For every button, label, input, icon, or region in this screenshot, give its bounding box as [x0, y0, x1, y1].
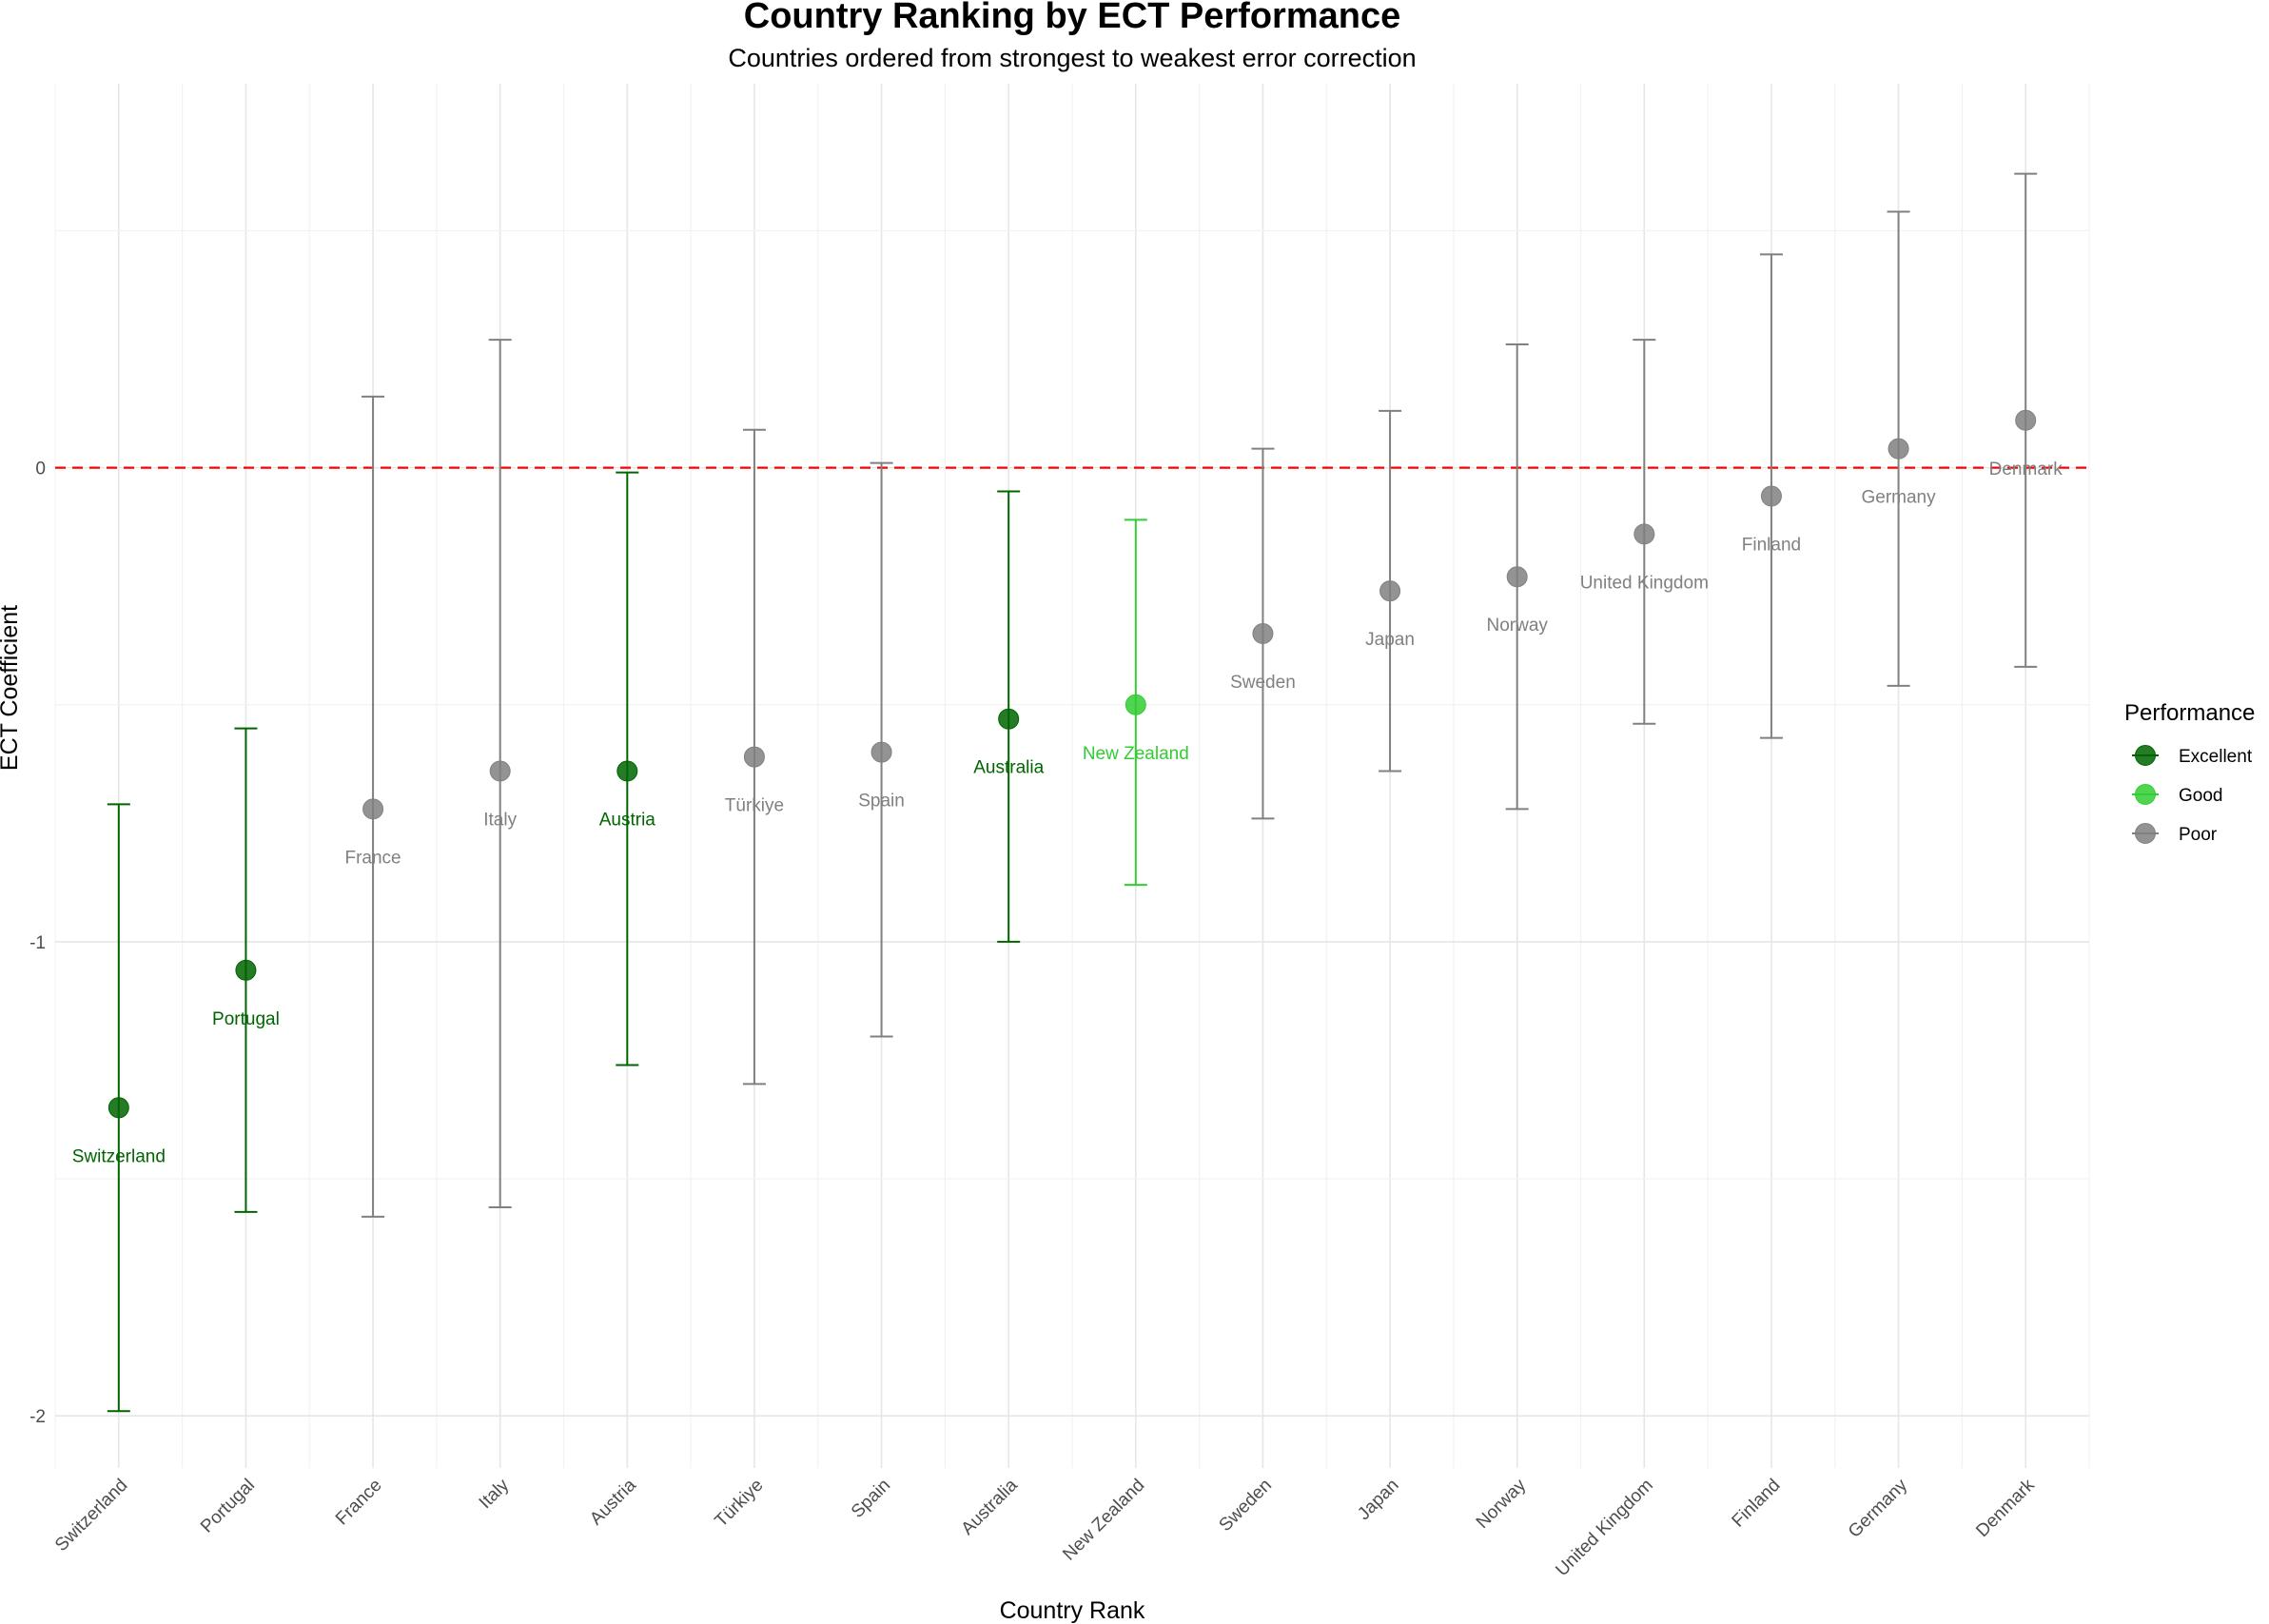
point-labels: Switzerland Portugal France Italy Austria Tür…	[72, 460, 2064, 1167]
data-point	[1506, 566, 1528, 588]
data-point	[1252, 623, 1274, 645]
point-label: Finland	[1742, 536, 1801, 556]
data-points	[108, 409, 2037, 1119]
chart-title: Country Ranking by ECT Performance	[744, 0, 1400, 36]
x-axis-title: Country Rank	[1000, 1597, 1145, 1624]
point-label: Spain	[858, 792, 905, 812]
x-tick-label: Sweden	[1216, 1476, 1276, 1536]
x-tick-label: Switzerland	[51, 1476, 131, 1556]
point-label: Switzerland	[72, 1146, 166, 1166]
point-label: Norway	[1486, 616, 1548, 636]
x-tick-label: Spain	[848, 1476, 894, 1522]
data-point	[362, 798, 384, 820]
legend-label: Excellent	[2179, 747, 2253, 767]
legend-label: Good	[2179, 786, 2222, 806]
y-tick-label: 0	[35, 460, 46, 479]
data-point	[1633, 523, 1655, 545]
y-tick-label: -2	[29, 1407, 46, 1427]
x-tick-label: Türkiye	[712, 1476, 768, 1532]
x-tick-label: New Zealand	[1059, 1476, 1148, 1565]
x-tick-label: Portugal	[197, 1476, 259, 1537]
data-point	[108, 1097, 129, 1119]
point-label: Japan	[1365, 630, 1415, 650]
data-point	[1125, 694, 1146, 715]
x-tick-label: France	[332, 1476, 386, 1530]
point-label: Italy	[483, 811, 517, 831]
point-label: France	[344, 848, 401, 868]
point-label: Portugal	[212, 1009, 280, 1029]
x-tick-label: Italy	[476, 1475, 514, 1513]
point-label: Sweden	[1230, 673, 1296, 693]
x-tick-label: Finland	[1729, 1476, 1785, 1532]
y-axis-title: ECT Coefficient	[0, 605, 23, 771]
data-point	[1379, 580, 1401, 602]
point-label: Türkiye	[725, 796, 784, 816]
y-tick-label: -1	[29, 933, 46, 953]
legend-key-point	[2135, 823, 2156, 844]
data-point	[235, 959, 257, 981]
legend-title: Performance	[2124, 700, 2255, 726]
data-point	[870, 741, 892, 763]
point-label: Denmark	[1989, 460, 2064, 479]
x-tick-label: Australia	[958, 1475, 1022, 1538]
x-tick-label: United Kingdom	[1552, 1476, 1656, 1580]
data-point	[743, 746, 765, 768]
legend-items: Excellent Good Poor	[2132, 745, 2253, 845]
y-axis-ticks: -2 -1 0	[29, 460, 46, 1428]
point-label: Australia	[973, 758, 1044, 778]
data-point	[998, 708, 1020, 730]
legend-key-point	[2135, 784, 2156, 805]
chart-subtitle: Countries ordered from strongest to weak…	[728, 44, 1416, 72]
legend-label: Poor	[2179, 825, 2218, 845]
grid	[54, 84, 2090, 1468]
point-label: New Zealand	[1083, 744, 1189, 764]
point-label: Germany	[1861, 488, 1936, 508]
legend-key-point	[2135, 745, 2156, 766]
data-point	[489, 760, 511, 782]
point-label: United Kingdom	[1580, 573, 1709, 593]
data-point	[616, 760, 638, 782]
x-tick-label: Denmark	[1972, 1475, 2039, 1541]
data-point	[1888, 438, 1909, 460]
data-point	[1760, 485, 1782, 507]
x-tick-label: Austria	[586, 1475, 640, 1529]
data-point	[2015, 409, 2037, 431]
legend: Performance Excellent Good Poor	[2124, 700, 2255, 845]
x-tick-label: Norway	[1473, 1475, 1531, 1533]
x-tick-label: Japan	[1354, 1476, 1402, 1524]
x-tick-label: Germany	[1845, 1475, 1911, 1541]
x-axis-ticks: Switzerland Portugal France Italy Austria Tür…	[51, 1475, 2039, 1580]
point-label: Austria	[599, 811, 656, 831]
